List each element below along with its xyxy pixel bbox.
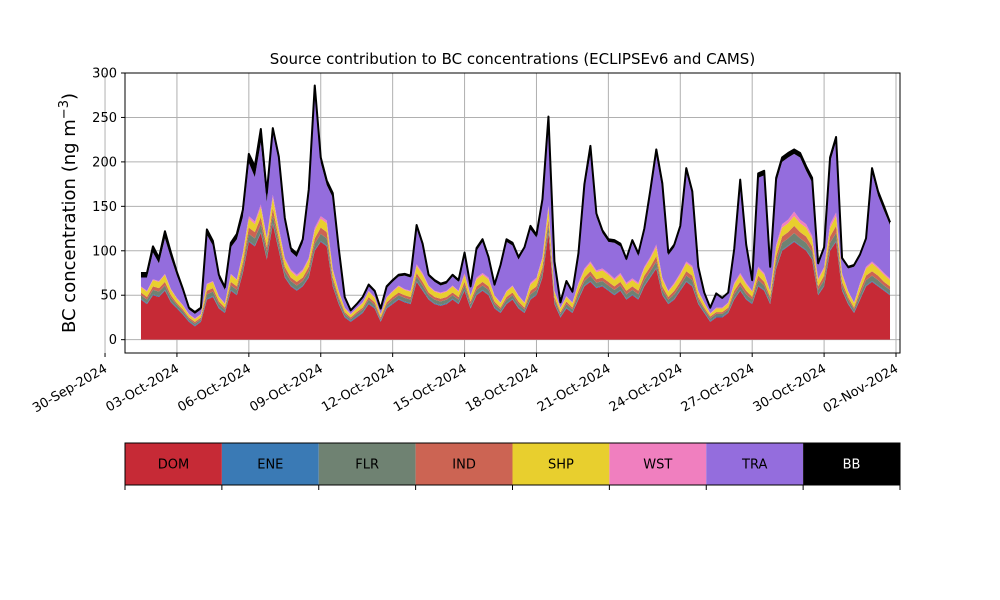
- y-tick-label: 50: [100, 289, 117, 304]
- y-tick-label: 300: [92, 67, 117, 82]
- legend-swatch-flr: [318, 443, 416, 485]
- area-shp: [140, 197, 891, 322]
- legend: DOM ENE FLR IND SHP WST TRA BB: [124, 442, 901, 490]
- y-axis-label-main: BC concentration (ng m: [59, 119, 80, 333]
- x-tick-label: 12-Oct-2024: [319, 361, 397, 415]
- x-tick-label: 27-Oct-2024: [679, 361, 757, 415]
- x-tick-label: 24-Oct-2024: [607, 361, 685, 415]
- legend-label-tra: TRA: [741, 458, 767, 473]
- legend-label-dom: DOM: [158, 458, 189, 473]
- x-tick-label: 06-Oct-2024: [175, 361, 253, 415]
- y-axis: 0 50 100 150 200 250 300: [92, 67, 125, 348]
- y-tick-label: 0: [109, 333, 117, 348]
- x-tick-label: 21-Oct-2024: [535, 361, 613, 415]
- y-tick-label: 250: [92, 111, 117, 126]
- x-tick-label: 09-Oct-2024: [247, 361, 325, 415]
- total-line-layer: [140, 84, 891, 314]
- y-axis-label: BC concentration (ng m−3): [57, 93, 80, 333]
- legend-label-wst: WST: [643, 458, 672, 473]
- x-tick-label: 02-Nov-2024: [821, 361, 901, 416]
- x-tick-label: 18-Oct-2024: [463, 361, 541, 415]
- plot-frame: [124, 72, 901, 354]
- chart-title: Source contribution to BC concentrations…: [270, 50, 755, 68]
- y-tick-label: 150: [92, 200, 117, 215]
- legend-swatch-tra: [706, 443, 804, 485]
- legend-swatch-ind: [415, 443, 513, 485]
- stacked-area-layer: [140, 85, 891, 340]
- legend-label-shp: SHP: [548, 458, 574, 473]
- legend-label-flr: FLR: [355, 458, 379, 473]
- x-tick-label: 03-Oct-2024: [104, 361, 182, 415]
- legend-swatch-wst: [609, 443, 707, 485]
- y-tick-label: 100: [92, 244, 117, 259]
- total-line: [140, 84, 891, 314]
- legend-swatch-ene: [221, 443, 319, 485]
- area-dom: [140, 224, 891, 340]
- legend-swatch-bb: [803, 443, 900, 485]
- y-axis-label-sup: −3: [57, 100, 72, 119]
- area-tra: [140, 94, 891, 319]
- x-tick-label: 30-Sep-2024: [30, 361, 110, 416]
- y-axis-label-close: ): [59, 93, 80, 100]
- y-tick-label: 200: [92, 155, 117, 170]
- x-axis: 30-Sep-202403-Oct-202406-Oct-202409-Oct-…: [30, 353, 901, 416]
- legend-swatch-dom: [125, 443, 222, 485]
- x-tick-label: 15-Oct-2024: [391, 361, 469, 415]
- x-tick-label: 30-Oct-2024: [751, 361, 829, 415]
- legend-swatch-shp: [512, 443, 610, 485]
- legend-label-ene: ENE: [257, 458, 283, 473]
- legend-label-bb: BB: [843, 458, 861, 473]
- legend-label-ind: IND: [452, 458, 476, 473]
